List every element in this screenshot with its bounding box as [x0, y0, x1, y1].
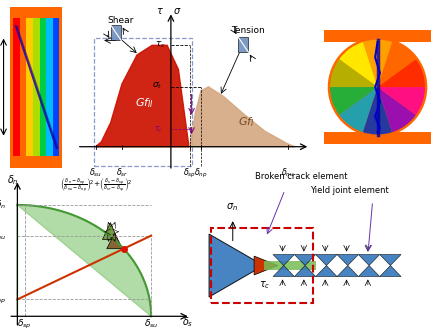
Wedge shape [377, 87, 424, 115]
Polygon shape [189, 87, 294, 147]
Text: $\delta_{sr}$: $\delta_{sr}$ [116, 167, 128, 180]
Bar [11, 156, 62, 168]
Bar [46, 18, 53, 156]
Wedge shape [329, 59, 377, 87]
Polygon shape [294, 255, 315, 266]
Bar [323, 30, 430, 42]
Bar [11, 18, 13, 156]
Polygon shape [379, 255, 400, 266]
Text: $\delta_n$: $\delta_n$ [0, 199, 7, 211]
Polygon shape [102, 222, 117, 240]
Text: $\delta_n$: $\delta_n$ [7, 174, 18, 187]
FancyBboxPatch shape [110, 25, 121, 41]
Text: $\delta_{np}$: $\delta_{np}$ [0, 293, 7, 306]
Text: $\delta_{sp}$: $\delta_{sp}$ [183, 167, 196, 180]
Text: $\sigma_t$: $\sigma_t$ [152, 81, 162, 91]
Polygon shape [208, 234, 263, 297]
Text: $\delta_{np}$: $\delta_{np}$ [194, 167, 208, 180]
Wedge shape [339, 87, 377, 132]
Bar [26, 18, 33, 156]
Bar [13, 18, 20, 156]
Text: $\delta_s$: $\delta_s$ [181, 316, 193, 329]
Bar [39, 18, 46, 156]
Wedge shape [329, 87, 377, 115]
Polygon shape [272, 255, 294, 266]
Bar [11, 7, 62, 18]
Circle shape [327, 37, 426, 137]
Text: $\tau_c$: $\tau_c$ [155, 39, 166, 50]
Polygon shape [357, 266, 379, 277]
Polygon shape [18, 205, 151, 316]
Bar [263, 261, 315, 270]
Polygon shape [336, 255, 357, 266]
Polygon shape [95, 45, 188, 147]
Text: $\delta_{su}$: $\delta_{su}$ [144, 317, 158, 330]
Bar [20, 18, 26, 156]
Text: $Gf_I$: $Gf_I$ [237, 116, 254, 129]
Bar [53, 18, 59, 156]
Text: $Gf_{II}$: $Gf_{II}$ [135, 96, 154, 110]
Wedge shape [339, 42, 377, 87]
Text: $\delta_{nu}$: $\delta_{nu}$ [280, 167, 294, 180]
Wedge shape [377, 42, 415, 87]
Bar [59, 18, 62, 156]
Text: Broken crack element: Broken crack element [254, 172, 347, 181]
Polygon shape [379, 266, 400, 277]
Text: $\delta_{nu}$: $\delta_{nu}$ [0, 229, 7, 242]
Wedge shape [362, 40, 391, 87]
Text: $\delta_{sp}$: $\delta_{sp}$ [18, 318, 32, 331]
Text: Tension: Tension [231, 26, 264, 35]
Wedge shape [362, 87, 391, 135]
Polygon shape [315, 255, 336, 266]
Polygon shape [357, 255, 379, 266]
FancyBboxPatch shape [237, 37, 248, 52]
Text: $\tau_c$: $\tau_c$ [258, 280, 270, 291]
Polygon shape [336, 266, 357, 277]
Bar [33, 18, 39, 156]
Bar [323, 132, 430, 144]
Wedge shape [377, 59, 424, 87]
Text: Shear: Shear [107, 16, 133, 25]
Polygon shape [315, 266, 336, 277]
Text: $\tau$: $\tau$ [156, 6, 164, 16]
Text: Yield joint element: Yield joint element [309, 186, 387, 195]
Text: $\left(\frac{\delta_n-\delta_{np}}{\delta_{nu}-\delta_{np}}\right)^{\!2}$$+\left: $\left(\frac{\delta_n-\delta_{np}}{\delt… [60, 177, 132, 195]
Polygon shape [272, 266, 294, 277]
Polygon shape [294, 266, 315, 277]
Polygon shape [106, 233, 122, 249]
Text: $\sigma_n$: $\sigma_n$ [225, 201, 237, 213]
Text: $\tau_r$: $\tau_r$ [154, 124, 162, 135]
Text: $\delta_{su}$: $\delta_{su}$ [89, 167, 102, 180]
Polygon shape [254, 256, 277, 275]
Wedge shape [377, 87, 415, 132]
Text: $\sigma$: $\sigma$ [173, 6, 181, 16]
